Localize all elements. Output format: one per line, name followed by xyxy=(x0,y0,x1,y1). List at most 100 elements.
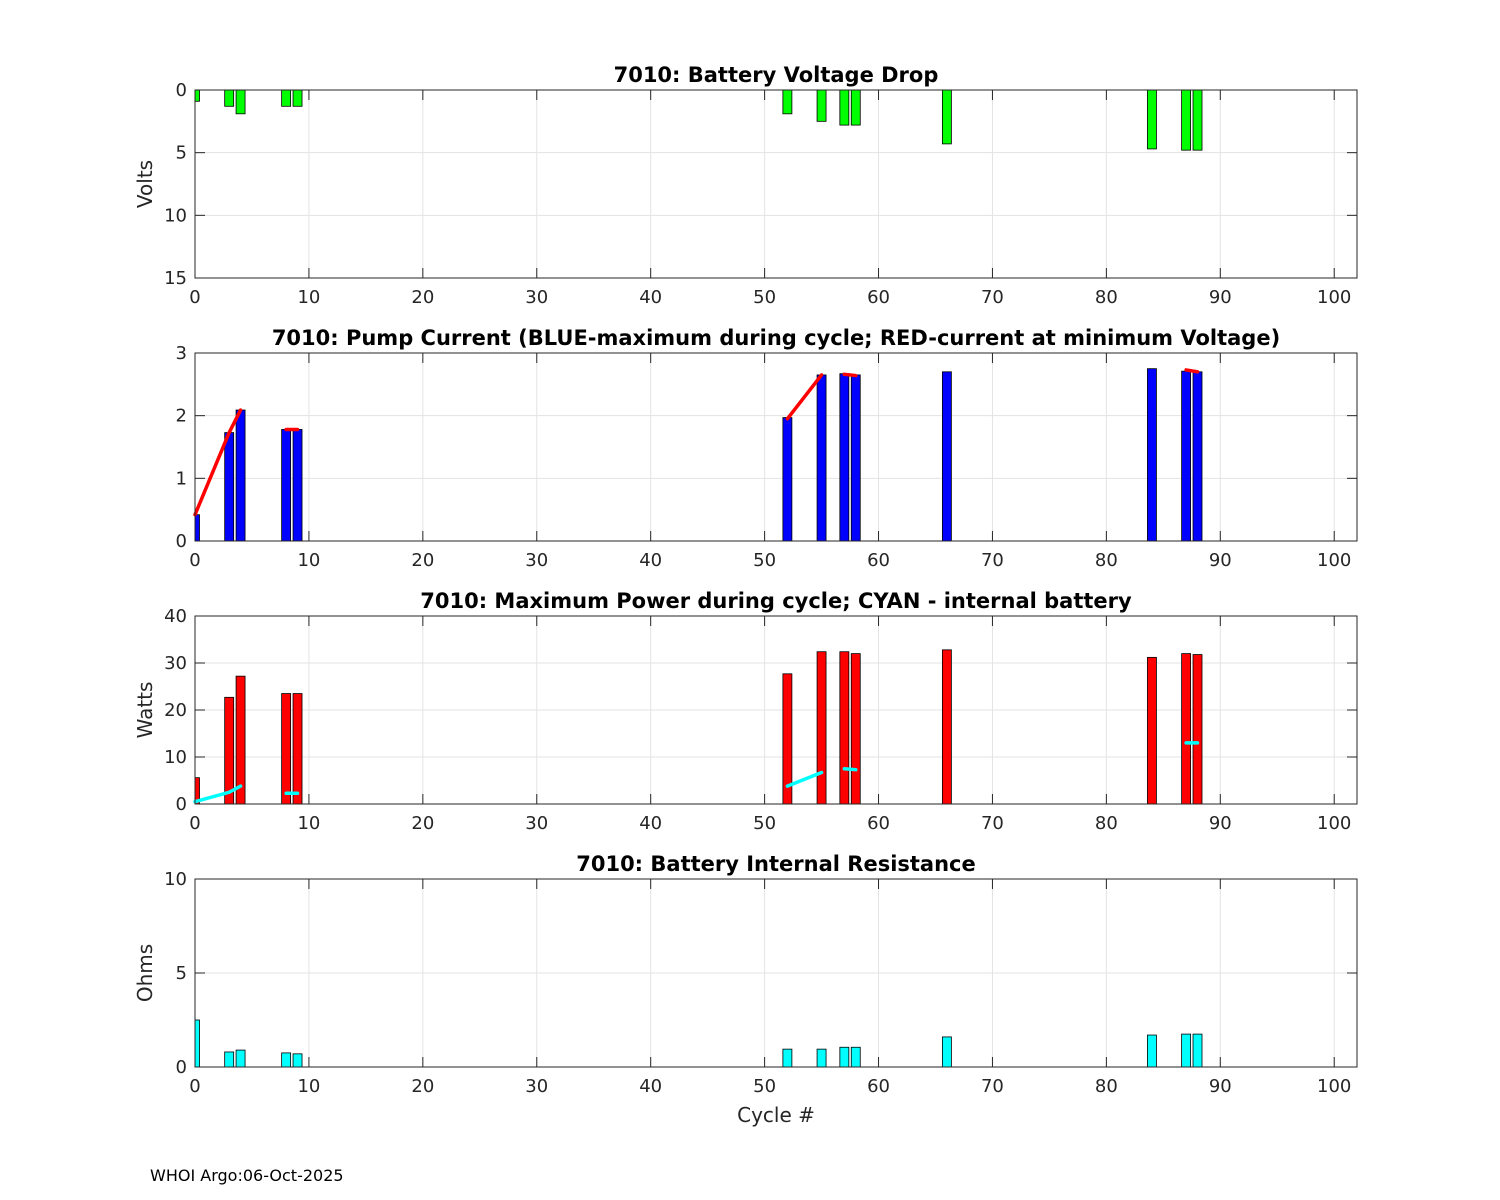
bar-cycle-58 xyxy=(850,374,861,542)
bar-cycle-3 xyxy=(224,1051,235,1068)
y-tick-label: 0 xyxy=(176,80,187,101)
bar-cycle-52 xyxy=(782,1048,793,1068)
bar-cycle-0 xyxy=(194,1019,200,1068)
x-tick-label: 40 xyxy=(639,1076,662,1097)
bar-cycle-55 xyxy=(816,89,827,122)
bar-cycle-3 xyxy=(224,432,235,542)
x-tick-label: 40 xyxy=(639,813,662,834)
x-tick-label: 0 xyxy=(189,550,200,571)
bar-cycle-87 xyxy=(1181,89,1192,151)
chart-panel-3: 0 10 20 30 40 50 60 70 80 90 100 0 10 20 30 40 7010: Max… xyxy=(133,589,1358,834)
overlay-line-5 xyxy=(1184,368,1200,374)
x-tick-label: 10 xyxy=(297,1076,320,1097)
y-tick-label: 3 xyxy=(176,343,187,364)
bar-cycle-66 xyxy=(941,1036,952,1068)
x-tick-label: 0 xyxy=(189,813,200,834)
x-tick-label: 20 xyxy=(411,1076,434,1097)
x-tick-label: 70 xyxy=(981,287,1004,308)
x-tick-label: 20 xyxy=(411,550,434,571)
bar-cycle-4 xyxy=(235,409,246,542)
bar-cycle-88 xyxy=(1192,89,1203,151)
bar-cycle-84 xyxy=(1147,1034,1157,1068)
footer-credit: WHOI Argo:06-Oct-2025 xyxy=(150,1166,344,1185)
x-tick-label: 100 xyxy=(1317,1076,1351,1097)
chart-panel-2: 0 10 20 30 40 50 60 70 80 90 100 0 1 2 3 7010: Pump Cur… xyxy=(176,326,1358,571)
bar-cycle-88 xyxy=(1192,654,1203,805)
y-axis-label: Ohms xyxy=(133,944,157,1002)
axes-box xyxy=(194,352,1358,542)
x-tick-label: 80 xyxy=(1095,813,1118,834)
bar-cycle-58 xyxy=(850,1046,861,1068)
bar-cycle-9 xyxy=(292,89,303,107)
x-tick-label: 70 xyxy=(981,550,1004,571)
chart-title: 7010: Battery Internal Resistance xyxy=(576,852,976,876)
x-tick-label: 60 xyxy=(867,813,890,834)
axes-box xyxy=(194,89,1358,279)
chart-title: 7010: Pump Current (BLUE-maximum during … xyxy=(272,326,1280,350)
x-tick-label: 30 xyxy=(525,287,548,308)
bar-cycle-55 xyxy=(816,651,827,805)
chart-panel-1: 0 10 20 30 40 50 60 70 80 90 100 0 5 10 15 7010: Batter… xyxy=(133,63,1358,308)
x-tick-label: 100 xyxy=(1317,813,1351,834)
bar-cycle-9 xyxy=(292,693,303,805)
bar-cycle-88 xyxy=(1192,1033,1203,1068)
x-tick-label: 10 xyxy=(297,813,320,834)
x-tick-label: 0 xyxy=(189,1076,200,1097)
x-tick-label: 40 xyxy=(639,550,662,571)
x-axis-label: Cycle # xyxy=(737,1103,815,1127)
overlay-line-4 xyxy=(842,372,858,378)
x-tick-label: 30 xyxy=(525,1076,548,1097)
y-tick-label: 10 xyxy=(164,205,187,226)
bar-cycle-87 xyxy=(1181,370,1192,542)
bar-cycle-87 xyxy=(1181,1033,1192,1068)
y-tick-label: 5 xyxy=(176,143,187,164)
bar-cycle-52 xyxy=(782,417,793,542)
plot-area xyxy=(195,90,1357,278)
chart-panel-4: 0 10 20 30 40 50 60 70 80 90 100 0 5 10 7010: Battery … xyxy=(133,852,1358,1127)
x-tick-label: 90 xyxy=(1209,287,1232,308)
y-tick-label: 10 xyxy=(164,747,187,768)
bar-cycle-8 xyxy=(281,429,292,542)
bar-cycle-58 xyxy=(850,653,861,805)
x-tick-label: 80 xyxy=(1095,287,1118,308)
bar-cycle-66 xyxy=(941,89,952,145)
y-tick-label: 15 xyxy=(164,268,187,289)
bar-cycle-84 xyxy=(1147,368,1157,542)
x-tick-label: 90 xyxy=(1209,550,1232,571)
x-tick-label: 30 xyxy=(525,550,548,571)
bar-cycle-66 xyxy=(941,371,952,542)
x-tick-label: 70 xyxy=(981,1076,1004,1097)
y-tick-label: 30 xyxy=(164,653,187,674)
bar-cycle-57 xyxy=(839,373,850,542)
bar-cycle-9 xyxy=(292,1053,303,1068)
bar-cycle-88 xyxy=(1192,371,1203,542)
bar-cycle-57 xyxy=(839,1046,850,1068)
y-axis-label: Volts xyxy=(133,160,157,208)
bar-cycle-4 xyxy=(235,89,246,115)
x-tick-label: 100 xyxy=(1317,287,1351,308)
bar-cycle-87 xyxy=(1181,653,1192,805)
x-tick-label: 60 xyxy=(867,550,890,571)
x-tick-label: 90 xyxy=(1209,813,1232,834)
bar-cycle-0 xyxy=(194,89,200,102)
x-tick-label: 50 xyxy=(753,813,776,834)
bar-cycle-57 xyxy=(839,89,850,126)
x-tick-label: 60 xyxy=(867,1076,890,1097)
chart-title: 7010: Battery Voltage Drop xyxy=(614,63,939,87)
x-tick-label: 70 xyxy=(981,813,1004,834)
overlay-line-1 xyxy=(193,784,243,804)
x-tick-label: 50 xyxy=(753,287,776,308)
y-tick-label: 40 xyxy=(164,606,187,627)
bar-cycle-8 xyxy=(281,693,292,805)
overlay-line-3 xyxy=(785,373,824,421)
y-tick-label: 20 xyxy=(164,700,187,721)
bar-cycle-3 xyxy=(224,696,235,805)
bar-cycle-9 xyxy=(292,429,303,542)
x-tick-label: 90 xyxy=(1209,1076,1232,1097)
y-tick-label: 0 xyxy=(176,1057,187,1078)
bar-cycle-0 xyxy=(194,514,200,542)
bar-cycle-4 xyxy=(235,1049,246,1068)
y-tick-label: 10 xyxy=(164,869,187,890)
y-tick-label: 1 xyxy=(176,468,187,489)
x-tick-label: 40 xyxy=(639,287,662,308)
